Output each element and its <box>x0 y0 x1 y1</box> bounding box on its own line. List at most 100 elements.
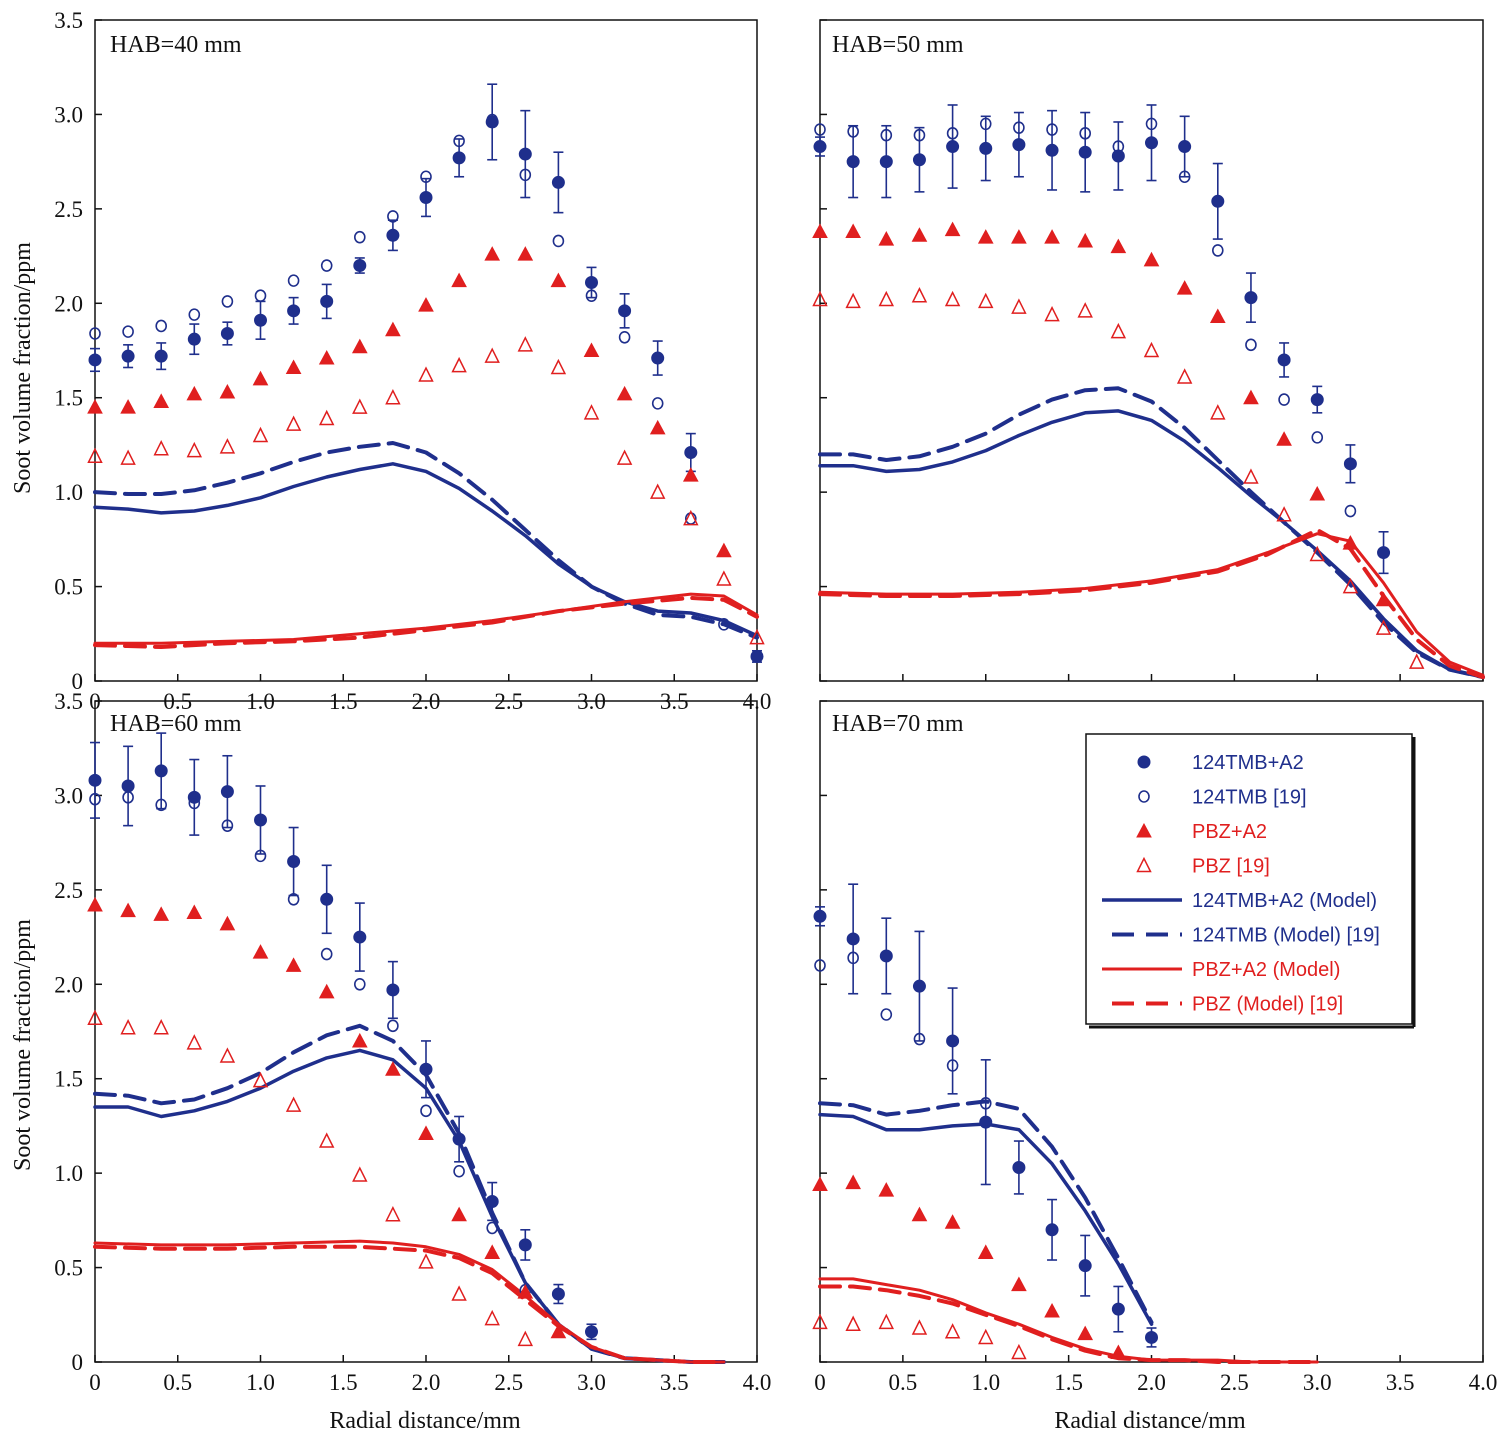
x-tick-label: 3.0 <box>577 1370 606 1395</box>
point-124tmb-19- <box>1112 140 1125 153</box>
legend-label: 124TMB+A2 (Model) <box>1192 890 1377 912</box>
point-pbz-a2 <box>351 1032 368 1048</box>
y-tick-label: 0 <box>72 669 84 694</box>
point-124tmb-a2 <box>187 332 201 346</box>
legend-item-124tmb-19-: 124TMB [19] <box>1138 787 1307 809</box>
point-124tmb-19- <box>122 791 134 804</box>
point-pbz-19- <box>517 1330 534 1347</box>
point-124tmb-19- <box>320 947 333 961</box>
series-line-pbz-model-19- <box>818 527 1485 680</box>
point-pbz-19- <box>153 1019 169 1035</box>
point-124tmb-a2 <box>1111 1302 1125 1316</box>
point-pbz-a2 <box>1011 229 1027 244</box>
point-pbz-19- <box>1011 1343 1027 1360</box>
series-line-pbz-a2-model- <box>93 592 759 645</box>
point-124tmb-19- <box>1178 170 1191 184</box>
point-pbz-19- <box>812 290 828 307</box>
point-124tmb-a2 <box>254 813 267 827</box>
point-pbz-a2 <box>977 1244 994 1259</box>
point-pbz-a2 <box>186 904 203 920</box>
legend: 124TMB+A2 124TMB [19] PBZ+A2 PBZ [19] 124TMB… <box>1085 733 1416 1029</box>
point-124tmb-19- <box>946 1059 959 1072</box>
point-124tmb-a2 <box>154 349 168 363</box>
point-pbz-a2 <box>550 272 567 288</box>
point-124tmb-19- <box>221 295 234 308</box>
point-124tmb-a2 <box>1377 546 1391 560</box>
point-pbz-a2 <box>845 223 861 239</box>
point-124tmb-19- <box>353 230 366 244</box>
point-124tmb-a2 <box>254 313 267 327</box>
point-124tmb-a2 <box>1244 291 1258 305</box>
point-124tmb-a2 <box>88 353 102 367</box>
point-124tmb-a2 <box>518 1238 532 1252</box>
panel-hab-40: HAB=40 mm 0 0.5 1.0 1.5 2.0 2.5 3.0 3.5 4.000.51… <box>54 8 771 714</box>
point-pbz-19- <box>352 398 368 414</box>
point-124tmb-a2 <box>518 147 532 161</box>
point-124tmb-a2 <box>585 276 598 290</box>
point-124tmb-19- <box>188 796 201 810</box>
point-124tmb-a2 <box>879 155 893 169</box>
point-124tmb-19- <box>913 1032 926 1046</box>
point-124tmb-a2 <box>1145 136 1158 150</box>
point-124tmb-19- <box>320 259 333 272</box>
point-pbz-19- <box>683 509 699 526</box>
point-124tmb-19- <box>486 113 499 127</box>
series-line-124tmb-a2-model- <box>818 409 1485 679</box>
point-pbz-a2 <box>318 349 335 365</box>
point-124tmb-19- <box>155 798 167 812</box>
point-124tmb-19- <box>1311 431 1324 444</box>
point-pbz-19- <box>944 290 961 307</box>
legend-item-pbz-a2: PBZ+A2 <box>1136 821 1267 843</box>
point-pbz-19- <box>812 1313 828 1330</box>
legend-label: 124TMB+A2 <box>1192 752 1304 774</box>
x-tick-label: 0.5 <box>889 1370 918 1395</box>
point-pbz-a2 <box>1044 229 1060 244</box>
point-124tmb-19- <box>453 134 465 148</box>
panel-hab-60: HAB=60 mm 0 0.5 1.0 1.5 2.0 2.5 3.0 3.5 4.0 0 0.5 1… <box>54 689 771 1395</box>
point-pbz-a2 <box>517 246 534 261</box>
point-pbz-a2 <box>1342 535 1359 550</box>
x-tick-label: 2.5 <box>1220 1370 1249 1395</box>
point-pbz-19- <box>1276 506 1292 522</box>
point-pbz-19- <box>1143 341 1160 358</box>
x-tick-label: 2.0 <box>412 1370 441 1395</box>
point-124tmb-a2 <box>946 140 960 154</box>
point-pbz-19- <box>517 336 534 352</box>
x-tick-label: 1.5 <box>1054 1370 1083 1395</box>
point-pbz-a2 <box>616 385 633 401</box>
point-124tmb-19- <box>188 308 201 321</box>
point-pbz-19- <box>583 404 600 420</box>
point-pbz-a2 <box>418 297 434 312</box>
point-124tmb-19- <box>1079 127 1091 140</box>
point-pbz-19- <box>484 347 500 363</box>
point-pbz-a2 <box>219 915 236 931</box>
point-pbz-a2 <box>1309 485 1326 501</box>
legend-label: PBZ+A2 <box>1192 821 1267 843</box>
legend-item-pbz-model-19-: PBZ (Model) [19] <box>1112 994 1343 1016</box>
point-pbz-19- <box>252 426 269 443</box>
point-pbz-19- <box>1176 368 1193 384</box>
legend-label: PBZ (Model) [19] <box>1192 994 1343 1016</box>
point-124tmb-19- <box>353 977 366 991</box>
point-124tmb-19- <box>718 618 730 631</box>
point-pbz-a2 <box>418 1125 434 1140</box>
point-pbz-19- <box>352 1166 368 1182</box>
point-124tmb-19- <box>453 1164 465 1178</box>
x-tick-label: 0.5 <box>163 1370 192 1395</box>
point-124tmb-a2 <box>287 855 301 869</box>
point-124tmb-19- <box>122 325 134 338</box>
point-pbz-19- <box>186 1034 203 1050</box>
point-124tmb-19- <box>814 959 826 972</box>
point-124tmb-19- <box>89 792 101 806</box>
point-pbz-a2 <box>845 1174 861 1190</box>
point-124tmb-19- <box>420 170 432 184</box>
y-tick-label: 3.0 <box>54 102 83 127</box>
point-pbz-a2 <box>120 399 136 414</box>
point-pbz-19- <box>911 287 928 303</box>
point-124tmb-19- <box>221 819 234 832</box>
point-124tmb-a2 <box>320 892 334 906</box>
point-pbz-a2 <box>911 227 928 242</box>
point-pbz-19- <box>1210 404 1226 420</box>
point-pbz-19- <box>716 570 732 586</box>
y-tick-label: 3.0 <box>54 783 83 808</box>
